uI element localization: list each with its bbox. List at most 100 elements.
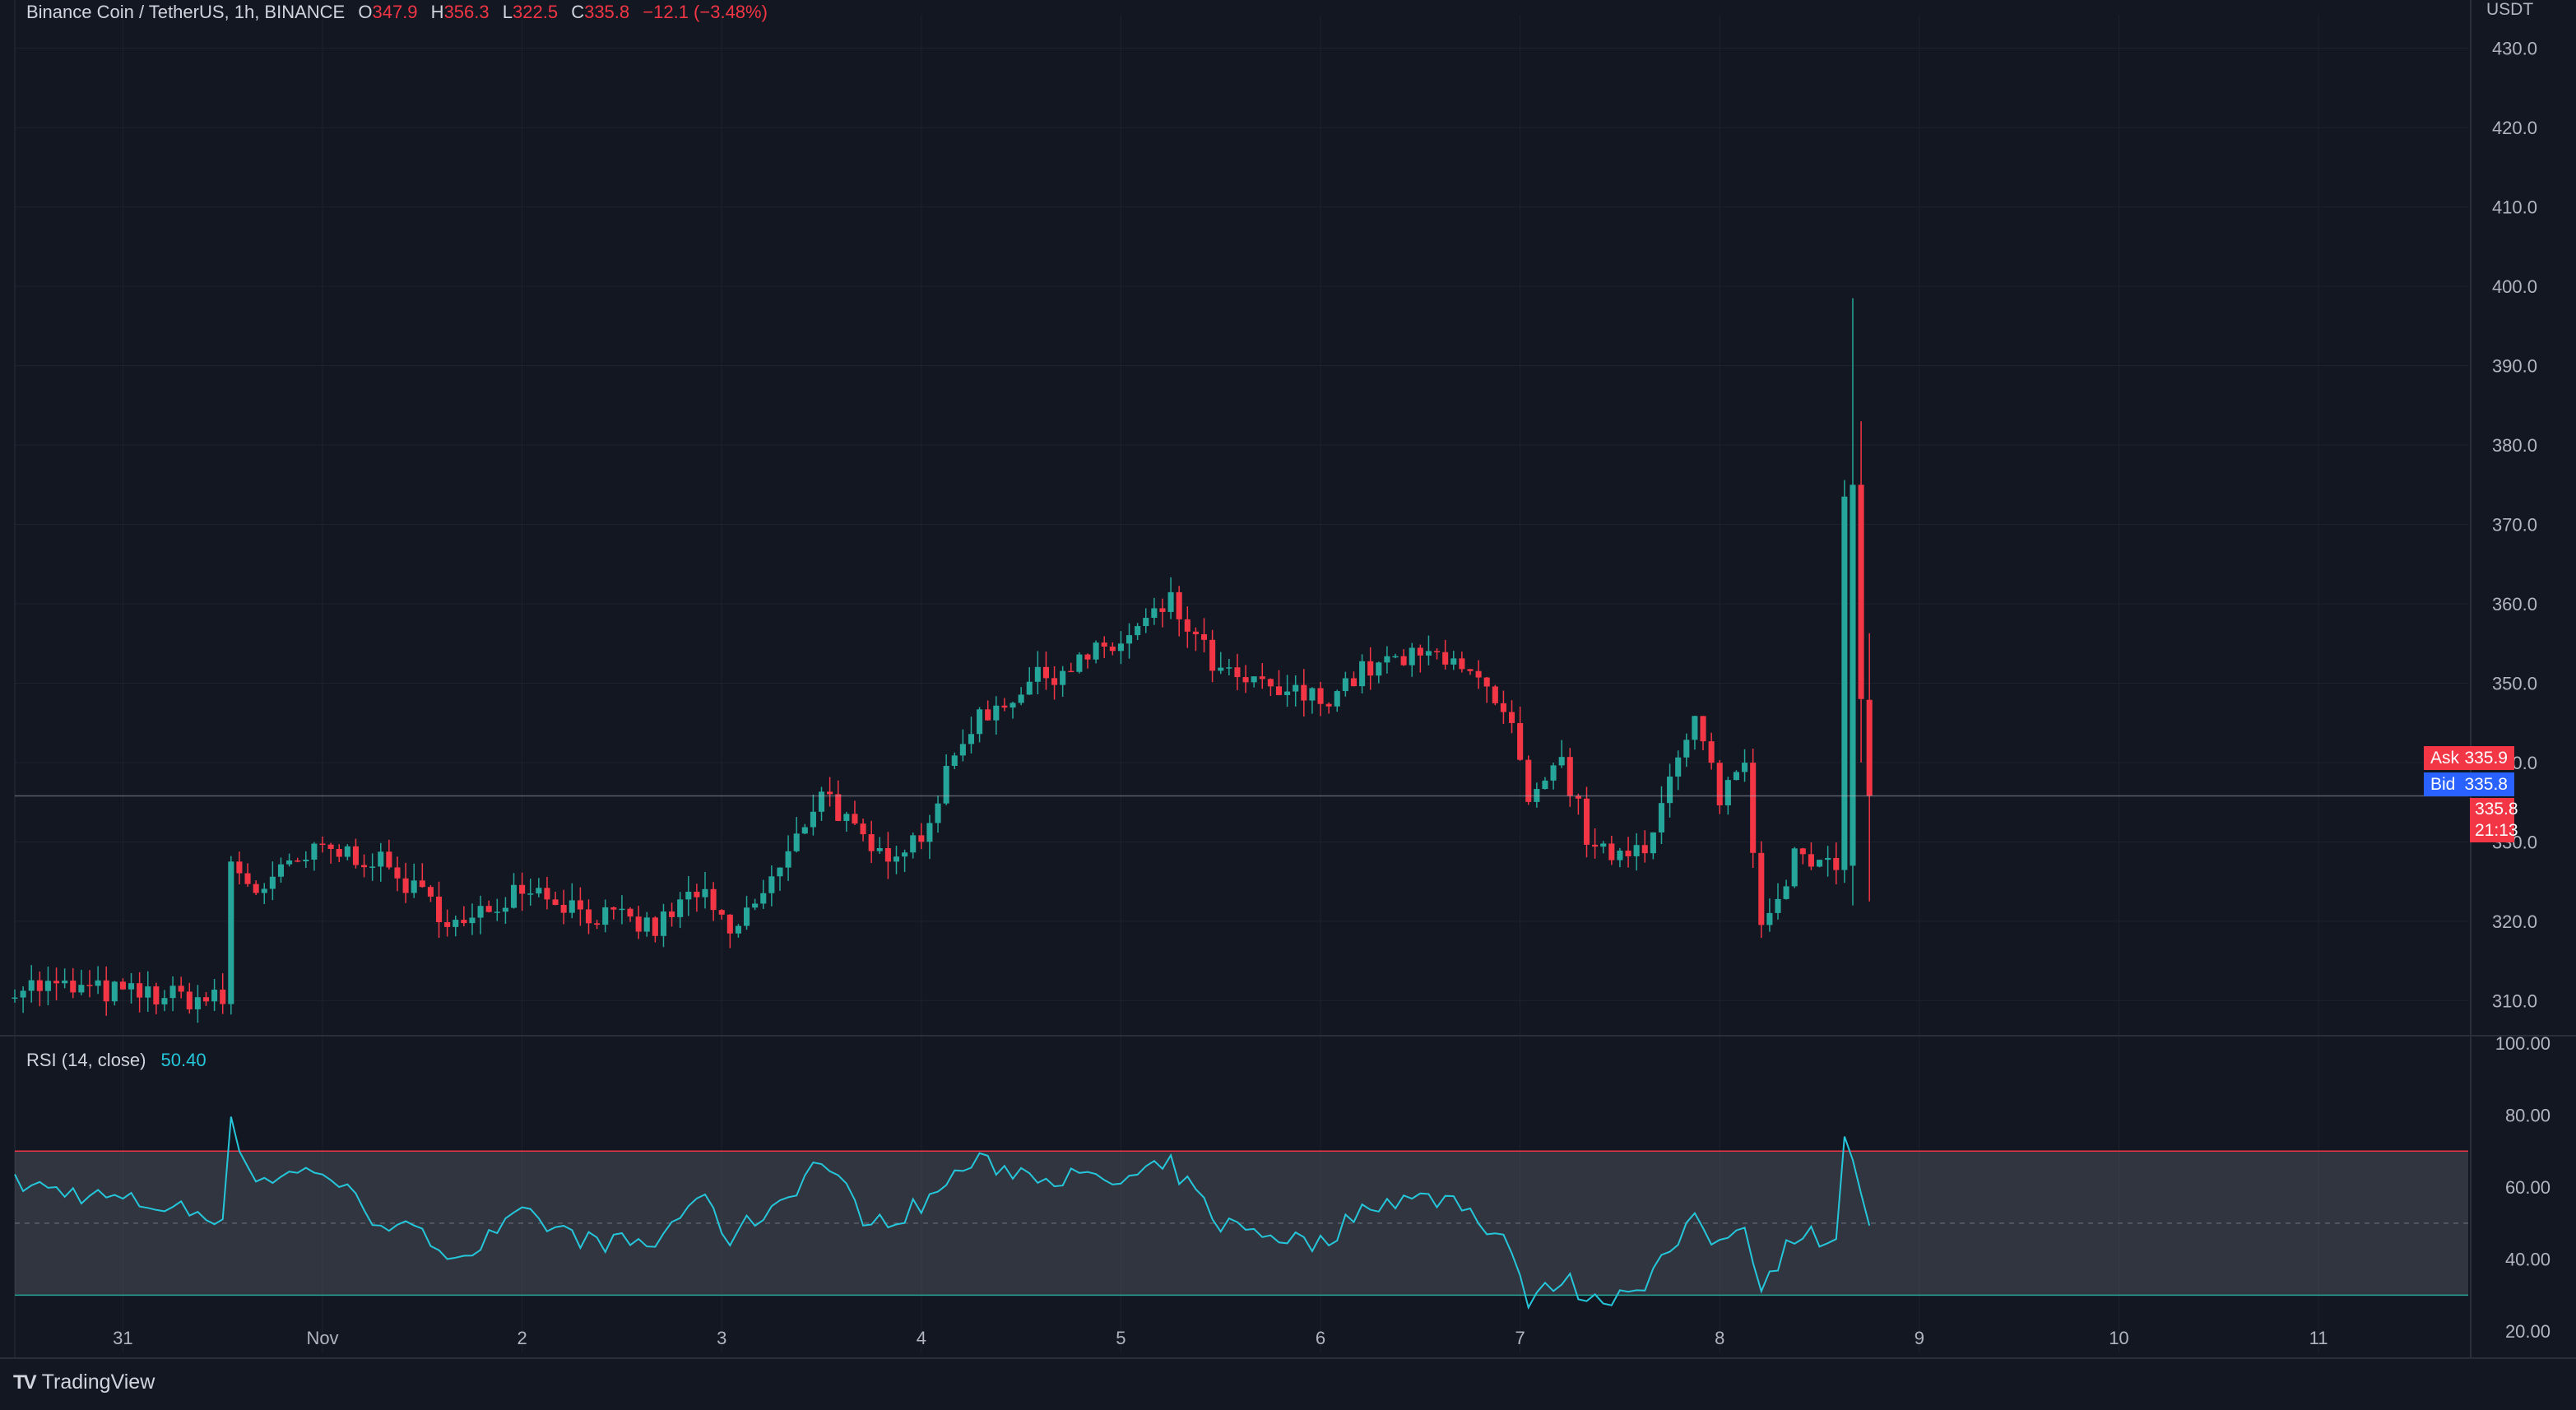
candle	[1275, 670, 1283, 696]
candle	[253, 880, 259, 896]
candle	[536, 878, 542, 897]
candle	[1775, 883, 1781, 920]
candle	[461, 906, 467, 927]
candle	[810, 794, 816, 836]
candle	[602, 899, 609, 933]
candle-body	[327, 844, 334, 850]
candle-body	[552, 899, 559, 905]
candle-body	[1783, 886, 1789, 899]
candle-body	[485, 906, 492, 912]
candle-body	[1675, 757, 1682, 777]
time-tick-label: 4	[917, 1328, 926, 1348]
candle-body	[1093, 642, 1099, 660]
candle-body	[519, 884, 526, 894]
candle	[1558, 740, 1565, 768]
candle-body	[610, 907, 617, 910]
candle	[1284, 675, 1291, 707]
candle-body	[1475, 670, 1482, 678]
candle	[169, 976, 176, 1012]
candle	[860, 819, 866, 842]
candle	[444, 909, 451, 937]
candle-body	[752, 903, 759, 908]
candle	[1234, 653, 1241, 690]
candle	[1633, 833, 1640, 871]
candle	[1018, 687, 1024, 706]
candle	[677, 892, 684, 929]
price-tick-label: 350.0	[2492, 673, 2537, 693]
candle	[477, 895, 484, 935]
candle-body	[402, 878, 409, 893]
price-tick-label: 370.0	[2492, 515, 2537, 536]
candle-body	[918, 835, 925, 842]
candle	[876, 837, 883, 854]
candle-body	[419, 880, 425, 888]
candle-body	[469, 917, 476, 924]
candle	[1325, 702, 1332, 714]
candle-body	[494, 911, 500, 913]
candle-body	[1325, 703, 1332, 707]
candle	[527, 879, 534, 906]
candle	[694, 884, 700, 912]
candle	[1833, 842, 1840, 885]
candle	[660, 903, 666, 948]
candle-body	[560, 904, 567, 913]
candle-body	[1076, 654, 1083, 672]
candle-body	[1159, 608, 1166, 612]
rsi-tick-label: 40.00	[2505, 1250, 2550, 1270]
candle-body	[1617, 851, 1623, 860]
price-tick-label: 420.0	[2492, 118, 2537, 138]
candle-body	[951, 755, 958, 766]
candle	[1417, 644, 1423, 673]
last-price-tag: 335.8 21:13	[2470, 798, 2518, 842]
candle-body	[1234, 667, 1241, 678]
candle	[1167, 577, 1174, 619]
candle	[211, 978, 218, 1011]
candle	[977, 707, 983, 743]
candle	[1825, 846, 1831, 877]
candle-body	[1724, 780, 1731, 805]
candle-body	[1135, 626, 1141, 636]
candle-body	[1667, 777, 1673, 804]
candle	[1583, 786, 1590, 858]
candle-body	[1251, 676, 1257, 683]
candle	[286, 853, 293, 867]
candle-body	[1209, 639, 1216, 671]
candle	[1500, 690, 1506, 725]
candle-body	[145, 986, 151, 998]
candle-body	[1508, 712, 1515, 723]
candle	[1600, 841, 1607, 854]
candle-body	[1409, 647, 1415, 666]
candle	[835, 780, 842, 822]
candle-body	[286, 860, 293, 865]
candle-body	[1109, 647, 1116, 652]
candle-body	[1192, 631, 1199, 634]
candle-body	[1376, 662, 1382, 676]
candle-body	[1143, 618, 1149, 627]
candle	[893, 846, 900, 874]
candle-body	[777, 867, 783, 877]
candle	[1700, 716, 1706, 751]
candle-body	[202, 997, 210, 1002]
tradingview-brand[interactable]: TV TradingView	[13, 1371, 155, 1394]
candle-body	[1733, 772, 1739, 781]
candle-body	[169, 986, 176, 999]
candle-body	[319, 843, 326, 846]
candle	[1750, 748, 1757, 869]
candle	[1135, 623, 1141, 641]
candle	[1542, 777, 1548, 790]
candle	[918, 823, 925, 850]
price-tick-label: 320.0	[2492, 911, 2537, 932]
candle-body	[228, 861, 234, 1004]
candle	[951, 752, 958, 769]
candle-body	[876, 847, 883, 851]
candle-body	[718, 910, 725, 915]
last-price-value: 335.8	[2475, 800, 2518, 819]
candle-body	[536, 888, 542, 894]
candle-body	[1350, 678, 1358, 687]
candle	[1026, 667, 1033, 695]
candle-body	[261, 888, 267, 893]
candle	[70, 967, 77, 999]
candle-body	[361, 865, 368, 868]
candle-body	[1042, 666, 1049, 679]
